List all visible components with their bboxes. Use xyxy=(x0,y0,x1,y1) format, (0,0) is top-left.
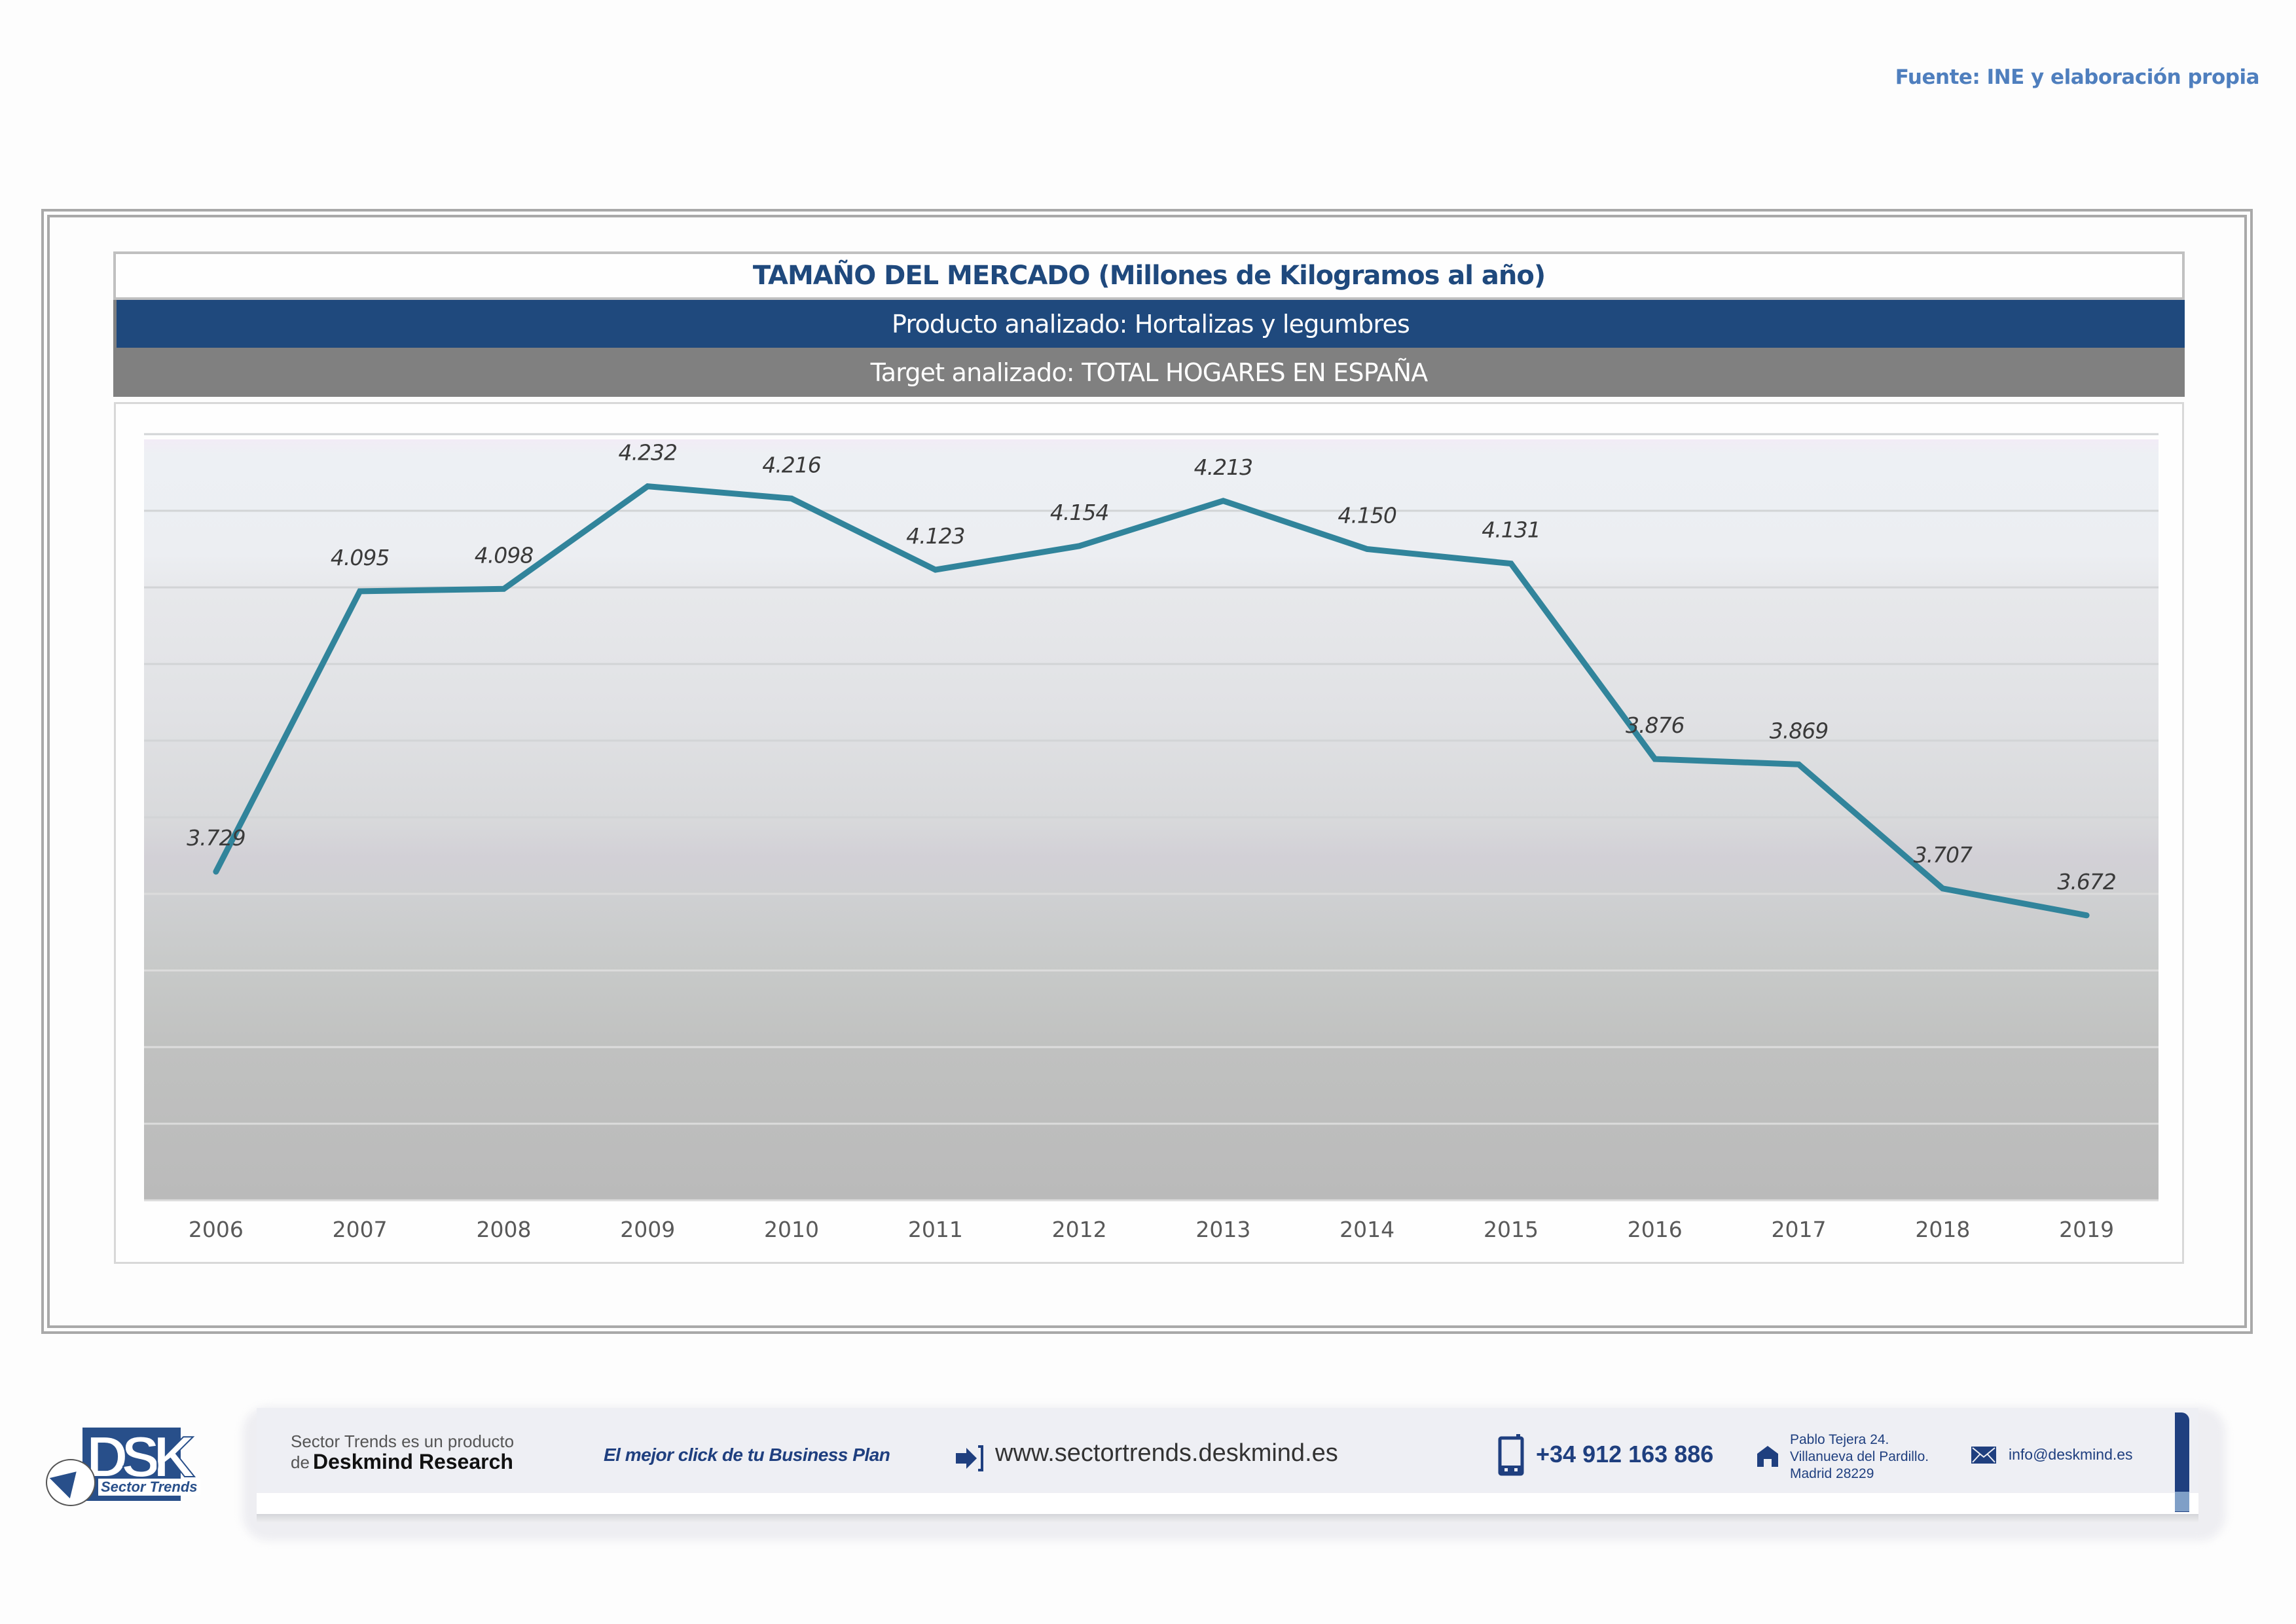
chart-title: TAMAÑO DEL MERCADO (Millones de Kilogram… xyxy=(113,251,2185,300)
footer-accent-bar-light xyxy=(2175,1492,2189,1511)
login-arrow-icon xyxy=(955,1445,985,1475)
source-note: Fuente: INE y elaboración propia xyxy=(1895,65,2260,89)
logo-underline xyxy=(82,1497,181,1501)
x-tick-label: 2013 xyxy=(1195,1217,1250,1242)
data-label: 4.232 xyxy=(619,440,677,466)
plot-area-background xyxy=(144,439,2159,1200)
data-label: 3.707 xyxy=(1914,842,1973,868)
x-tick-label: 2017 xyxy=(1772,1217,1827,1242)
line-chart: 3.729 4.095 4.098 4.232 4.216 4.123 4.154 4.213… xyxy=(144,433,2159,1242)
envelope-icon xyxy=(1971,1446,1997,1467)
data-label: 4.123 xyxy=(906,523,964,549)
data-label: 3.672 xyxy=(2057,869,2115,895)
data-label: 4.098 xyxy=(475,542,533,568)
data-label: 3.869 xyxy=(1770,718,1828,743)
data-label: 4.131 xyxy=(1482,517,1540,543)
x-tick-label: 2018 xyxy=(1915,1217,1970,1242)
x-tick-label: 2009 xyxy=(620,1217,675,1242)
data-line xyxy=(213,483,2090,919)
footer-band-shadow xyxy=(257,1514,2198,1523)
x-tick-label: 2016 xyxy=(1628,1217,1683,1242)
data-label: 4.154 xyxy=(1050,500,1108,525)
data-label: 4.213 xyxy=(1194,454,1252,480)
footer-phone[interactable]: +34 912 163 886 xyxy=(1536,1441,1714,1467)
footer-product-line: Sector Trends es un producto xyxy=(291,1431,515,1451)
mobile-phone-icon xyxy=(1498,1434,1524,1479)
data-label: 4.216 xyxy=(762,452,820,477)
footer-company: Deskmind Research xyxy=(313,1450,513,1473)
chart-container: 3.729 4.095 4.098 4.232 4.216 4.123 4.154 4.213… xyxy=(114,402,2184,1264)
logo-subtitle: Sector Trends xyxy=(98,1479,200,1496)
footer-slogan: El mejor click de tu Business Plan xyxy=(604,1445,890,1465)
x-tick-label: 2007 xyxy=(333,1217,388,1242)
website-link[interactable]: www.sectortrends.deskmind.es xyxy=(995,1439,1338,1467)
x-tick-label: 2010 xyxy=(764,1217,819,1242)
dsk-logo: DSK Sector Trends xyxy=(46,1424,217,1506)
x-tick-label: 2006 xyxy=(189,1217,244,1242)
logo-circle xyxy=(46,1459,96,1506)
x-tick-label: 2019 xyxy=(2059,1217,2114,1242)
footer-address: Pablo Tejera 24. Villanueva del Pardillo… xyxy=(1790,1431,1929,1483)
footer-band xyxy=(257,1408,2198,1493)
footer-white-strip xyxy=(257,1493,2198,1514)
footer-company-prefix: de xyxy=(291,1452,310,1472)
x-tick-label: 2012 xyxy=(1052,1217,1107,1242)
address-line: Madrid 28229 xyxy=(1790,1466,1874,1481)
footer-email[interactable]: info@deskmind.es xyxy=(2009,1446,2133,1463)
data-label: 4.095 xyxy=(331,545,389,570)
product-band: Producto analizado: Hortalizas y legumbr… xyxy=(113,300,2185,348)
x-tick-label: 2008 xyxy=(476,1217,531,1242)
data-label: 3.876 xyxy=(1626,712,1684,738)
address-line: Villanueva del Pardillo. xyxy=(1790,1449,1929,1464)
data-label: 4.150 xyxy=(1338,503,1396,528)
home-icon xyxy=(1755,1445,1781,1471)
x-tick-label: 2015 xyxy=(1484,1217,1539,1242)
x-tick-label: 2014 xyxy=(1339,1217,1394,1242)
data-label: 3.729 xyxy=(187,825,245,851)
address-line: Pablo Tejera 24. xyxy=(1790,1432,1889,1447)
target-band: Target analizado: TOTAL HOGARES EN ESPAÑ… xyxy=(113,348,2185,397)
footer-accent-bar xyxy=(2175,1412,2189,1512)
x-tick-label: 2011 xyxy=(908,1217,963,1242)
outer-frame xyxy=(41,209,2253,1334)
inner-frame xyxy=(47,215,2247,1328)
